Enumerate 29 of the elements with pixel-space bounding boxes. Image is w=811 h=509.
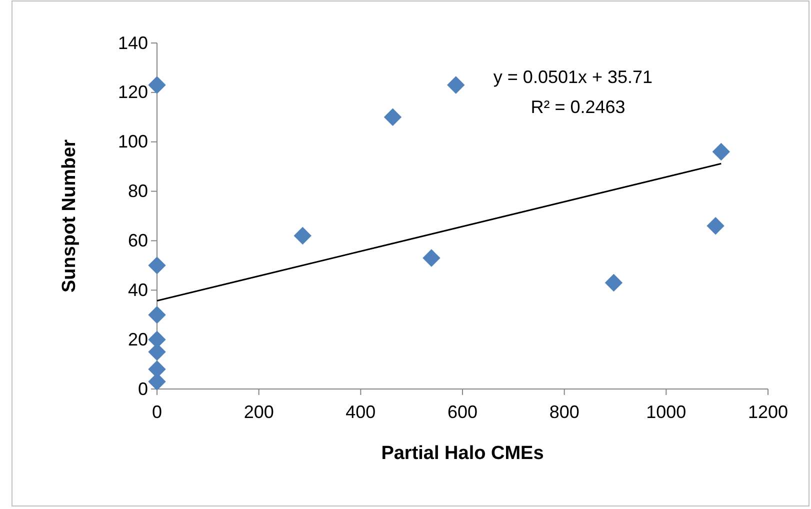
point xyxy=(384,108,402,126)
x-tick-label: 1200 xyxy=(748,402,788,422)
x-tick-label: 400 xyxy=(346,402,376,422)
x-axis-title: Partial Halo CMEs xyxy=(381,443,544,464)
y-axis-title: Sunspot Number xyxy=(59,138,80,293)
x-tick-label: 0 xyxy=(152,402,162,422)
y-tick-label: 40 xyxy=(128,280,148,300)
point xyxy=(148,76,166,94)
y-tick-label: 80 xyxy=(128,181,148,202)
x-tick-label: 1000 xyxy=(646,402,686,422)
y-tick-label: 60 xyxy=(128,230,148,250)
point xyxy=(148,256,166,274)
x-tick-label: 600 xyxy=(447,402,478,422)
point xyxy=(604,274,623,292)
point xyxy=(712,142,730,161)
point xyxy=(706,217,724,235)
annotation: R² = 0.2463 xyxy=(530,97,626,117)
y-tick-label: 100 xyxy=(118,132,148,152)
point xyxy=(447,76,465,94)
y-tick-label: 120 xyxy=(118,82,148,102)
y-tick-label: 20 xyxy=(128,329,148,350)
annotation: y = 0.0501x + 35.71 xyxy=(493,67,653,87)
y-tick-label: 0 xyxy=(138,378,148,399)
point xyxy=(294,226,312,245)
x-tick-label: 200 xyxy=(244,402,274,422)
point xyxy=(422,249,440,267)
x-tick-label: 800 xyxy=(549,402,580,422)
point xyxy=(148,306,166,324)
y-tick-label: 140 xyxy=(118,32,148,53)
